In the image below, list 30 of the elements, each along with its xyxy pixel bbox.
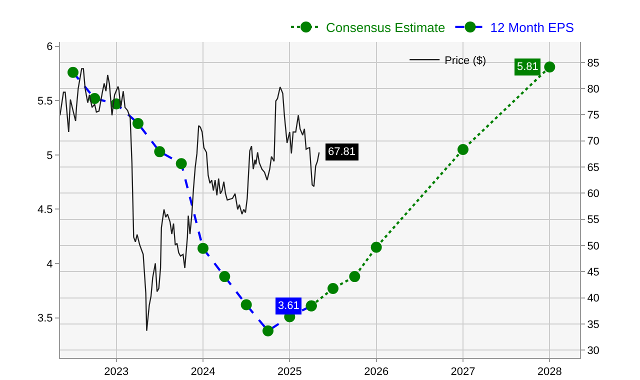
y-tick-label: 5.5 xyxy=(38,95,53,108)
y2-tick-label: 75 xyxy=(587,110,600,122)
y2-tick-label: 65 xyxy=(587,162,600,174)
data-label: 5.81 xyxy=(517,61,538,73)
y2-tick-label: 30 xyxy=(587,345,600,357)
legend-label: Price ($) xyxy=(444,54,486,67)
y2-tick-label: 60 xyxy=(587,188,600,200)
y2-tick-label: 45 xyxy=(587,266,600,279)
x-tick-label: 2023 xyxy=(104,366,129,378)
y-tick-label: 4 xyxy=(46,258,53,270)
y2-tick-label: 85 xyxy=(587,57,600,70)
y2-tick-label: 70 xyxy=(587,136,600,148)
y-tick-label: 3.5 xyxy=(38,312,53,325)
data-label: 67.81 xyxy=(328,146,356,158)
legend-label: Consensus Estimate xyxy=(326,20,446,36)
legend-label: 12 Month EPS xyxy=(490,20,574,36)
x-tick-label: 2025 xyxy=(277,366,302,378)
x-tick-label: 2028 xyxy=(537,366,562,378)
y2-tick-label: 40 xyxy=(587,292,600,305)
y-tick-label: 6 xyxy=(46,41,53,54)
x-tick-label: 2027 xyxy=(450,366,476,378)
y-tick-label: 4.5 xyxy=(38,204,53,216)
data-label: 3.61 xyxy=(278,300,300,312)
y2-tick-label: 35 xyxy=(587,318,600,331)
x-tick-label: 2024 xyxy=(190,366,216,378)
y2-tick-label: 50 xyxy=(587,240,600,252)
x-tick-label: 2026 xyxy=(364,366,389,378)
y2-tick-label: 80 xyxy=(587,83,600,96)
y-tick-label: 5 xyxy=(46,150,53,162)
y2-tick-label: 55 xyxy=(587,214,600,226)
